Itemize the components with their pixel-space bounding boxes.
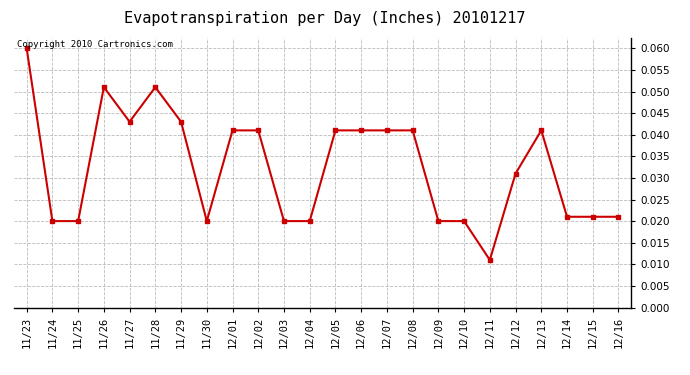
Text: Copyright 2010 Cartronics.com: Copyright 2010 Cartronics.com bbox=[17, 40, 172, 49]
Text: Evapotranspiration per Day (Inches) 20101217: Evapotranspiration per Day (Inches) 2010… bbox=[124, 11, 525, 26]
